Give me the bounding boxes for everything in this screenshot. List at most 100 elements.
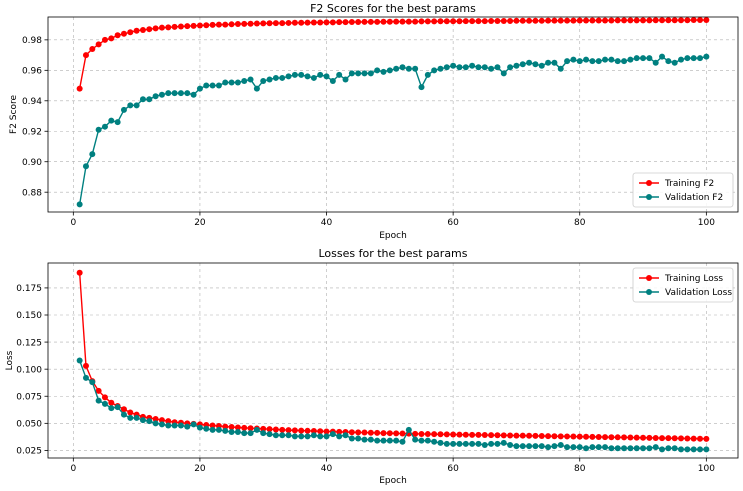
data-point <box>640 445 647 452</box>
data-point <box>386 67 393 74</box>
data-point <box>228 79 235 86</box>
legend: Training F2 Validation F2 <box>632 172 734 208</box>
data-point <box>589 444 596 451</box>
data-point <box>120 411 127 418</box>
data-point <box>323 428 330 435</box>
data-point <box>196 22 203 29</box>
data-point <box>684 435 691 442</box>
x-tick-label: 80 <box>574 218 586 228</box>
data-point <box>95 387 102 394</box>
data-point <box>266 76 273 83</box>
data-point <box>114 119 121 126</box>
data-point <box>361 70 368 77</box>
data-point <box>614 445 621 452</box>
data-point <box>652 434 659 441</box>
data-point <box>418 84 425 91</box>
data-point <box>532 17 539 24</box>
data-point <box>576 58 583 65</box>
data-point <box>614 434 621 441</box>
data-point <box>310 428 317 435</box>
data-point <box>285 19 292 26</box>
data-point <box>500 70 507 77</box>
data-point <box>190 91 197 98</box>
data-point <box>602 17 609 24</box>
data-point <box>431 431 438 438</box>
data-point <box>76 357 83 364</box>
data-point <box>177 90 184 97</box>
data-point <box>564 58 571 65</box>
data-point <box>690 435 697 442</box>
data-point <box>304 433 311 440</box>
data-point <box>253 426 260 433</box>
data-point <box>646 434 653 441</box>
plot-frame <box>47 262 739 459</box>
data-point <box>234 21 241 28</box>
data-point <box>120 406 127 413</box>
data-point <box>481 442 488 448</box>
y-tick-label: 0.075 <box>16 392 42 402</box>
data-point <box>120 106 127 113</box>
data-point <box>703 435 710 442</box>
data-point <box>671 17 678 24</box>
y-tick-label: 0.125 <box>16 338 42 348</box>
data-point <box>583 56 590 63</box>
legend-box <box>632 267 734 303</box>
data-point <box>89 151 96 158</box>
chart-title: F2 Scores for the best params <box>310 2 476 15</box>
data-point <box>152 93 159 100</box>
data-point <box>329 77 336 84</box>
data-point <box>570 17 577 24</box>
data-point <box>443 440 450 447</box>
data-point <box>576 17 583 24</box>
data-point <box>488 432 495 439</box>
data-point <box>120 30 127 37</box>
data-point <box>627 445 634 452</box>
data-point <box>298 71 305 78</box>
data-point <box>380 430 387 437</box>
data-point <box>304 427 311 434</box>
data-point <box>494 432 501 439</box>
data-point <box>241 77 248 84</box>
data-point <box>412 430 419 437</box>
data-point <box>621 445 628 452</box>
data-point <box>684 17 691 24</box>
data-point <box>690 55 697 62</box>
data-point <box>386 437 393 444</box>
data-point <box>253 20 260 27</box>
data-point <box>640 55 647 62</box>
series-line <box>78 272 707 440</box>
data-point <box>386 18 393 25</box>
data-point <box>551 17 558 24</box>
data-point <box>431 438 438 445</box>
data-point <box>570 433 577 440</box>
data-point <box>659 17 666 24</box>
data-point <box>101 394 108 401</box>
data-point <box>367 18 374 25</box>
data-point <box>418 430 425 437</box>
x-tick-label: 40 <box>321 464 333 474</box>
data-point <box>310 74 317 81</box>
data-point <box>570 444 577 451</box>
data-point <box>298 427 305 434</box>
data-point <box>703 17 710 24</box>
data-point <box>507 442 514 448</box>
data-point <box>127 409 134 416</box>
data-point <box>336 428 343 435</box>
data-point <box>317 19 324 26</box>
data-point <box>158 421 165 428</box>
data-point <box>519 17 526 24</box>
data-point <box>469 431 476 438</box>
data-point <box>393 18 400 25</box>
x-tick-label: 20 <box>194 218 206 228</box>
data-point <box>424 437 431 444</box>
data-point <box>665 435 672 442</box>
series-validation-loss <box>76 357 710 453</box>
data-point <box>146 96 153 103</box>
data-point <box>101 400 108 407</box>
data-point <box>564 17 571 24</box>
data-point <box>260 20 267 27</box>
y-tick-label: 0.88 <box>22 188 42 198</box>
data-point <box>76 269 83 276</box>
data-point <box>595 58 602 65</box>
data-point <box>646 17 653 24</box>
